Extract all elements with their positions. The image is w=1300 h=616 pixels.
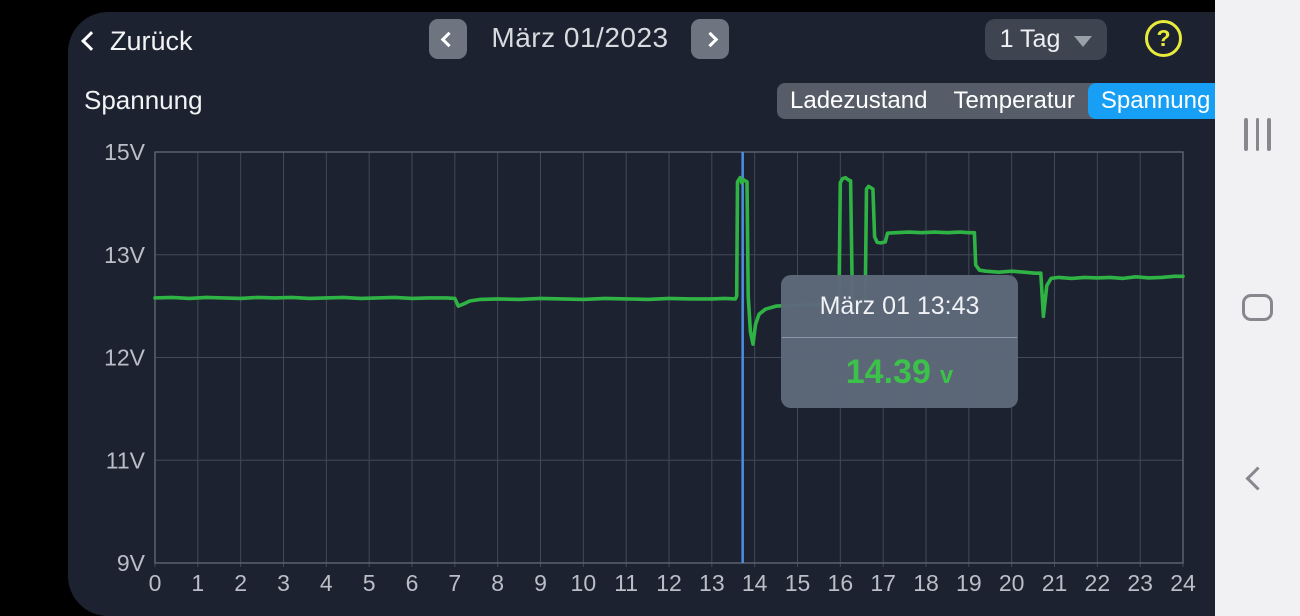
- back-icon: [1245, 465, 1270, 491]
- tab-temperatur[interactable]: Temperatur: [953, 87, 1075, 114]
- chevron-right-icon: [702, 31, 718, 47]
- tooltip-timestamp: März 01 13:43: [819, 291, 980, 320]
- recents-icon: [1244, 117, 1271, 151]
- question-mark-icon: ?: [1156, 25, 1171, 51]
- chevron-left-icon: [81, 31, 101, 51]
- back-nav-button[interactable]: [1215, 446, 1300, 510]
- tab-ladezustand[interactable]: Ladezustand: [790, 87, 928, 114]
- tooltip-unit: v: [939, 362, 954, 389]
- range-select[interactable]: 1 Tag: [985, 19, 1107, 60]
- recents-button[interactable]: [1215, 102, 1300, 166]
- next-day-button[interactable]: [691, 19, 729, 59]
- android-nav-bar: [1215, 0, 1300, 616]
- date-title: März 01/2023: [491, 22, 669, 53]
- chevron-left-icon: [440, 31, 456, 47]
- chevron-down-icon: [1074, 36, 1093, 47]
- prev-day-button[interactable]: [429, 19, 467, 59]
- home-icon: [1242, 293, 1273, 321]
- chart-tooltip: März 01 13:43 14.39 v: [781, 275, 1018, 408]
- help-button[interactable]: ?: [1145, 20, 1182, 57]
- home-button[interactable]: [1215, 275, 1300, 339]
- range-select-value: 1 Tag: [999, 25, 1061, 53]
- tab-spannung[interactable]: Spannung: [1087, 83, 1224, 119]
- back-button-label: Zurück: [110, 25, 193, 56]
- tab-bar: Ladezustand Temperatur Spannung: [777, 83, 1224, 119]
- tooltip-value: 14.39: [845, 352, 931, 391]
- back-button[interactable]: Zurück: [81, 22, 193, 60]
- page-title: Spannung: [84, 85, 203, 115]
